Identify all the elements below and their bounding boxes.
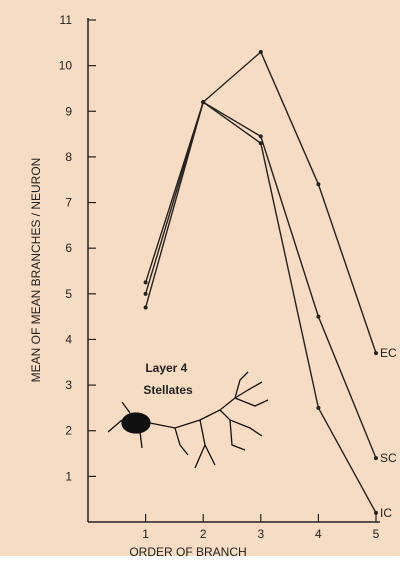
series-label: EC bbox=[380, 346, 397, 360]
data-point bbox=[316, 406, 320, 410]
y-tick-label: 10 bbox=[59, 59, 73, 73]
data-point bbox=[374, 511, 378, 515]
data-point bbox=[144, 280, 148, 284]
y-tick-label: 7 bbox=[65, 196, 72, 210]
y-tick-label: 2 bbox=[65, 424, 72, 438]
series-label: IC bbox=[380, 506, 392, 520]
y-axis-label: MEAN OF MEAN BRANCHES / NEURON bbox=[29, 158, 43, 383]
x-tick-label: 3 bbox=[257, 527, 264, 541]
annotation-line: Stellates bbox=[143, 383, 193, 397]
x-axis-label: ORDER OF BRANCH bbox=[129, 545, 246, 559]
annotation-line: Layer 4 bbox=[145, 361, 187, 375]
y-tick-label: 5 bbox=[65, 287, 72, 301]
page: {"chart_data": {"type": "line", "x_label… bbox=[0, 0, 406, 564]
data-point bbox=[259, 50, 263, 54]
x-tick-label: 5 bbox=[373, 527, 380, 541]
data-point bbox=[144, 292, 148, 296]
y-tick-label: 6 bbox=[65, 241, 72, 255]
x-tick-label: 4 bbox=[315, 527, 322, 541]
x-tick-label: 2 bbox=[200, 527, 207, 541]
data-point bbox=[144, 306, 148, 310]
background bbox=[0, 0, 400, 556]
y-tick-label: 8 bbox=[65, 150, 72, 164]
y-tick-label: 9 bbox=[65, 104, 72, 118]
data-point bbox=[201, 100, 205, 104]
chart: ORDER OF BRANCH MEAN OF MEAN BRANCHES / … bbox=[0, 0, 406, 564]
series-label: SC bbox=[380, 451, 397, 465]
y-tick-label: 1 bbox=[65, 469, 72, 483]
y-tick-label: 4 bbox=[65, 332, 72, 346]
y-tick-label: 11 bbox=[60, 13, 73, 27]
x-tick-label: 1 bbox=[142, 527, 149, 541]
data-point bbox=[259, 141, 263, 145]
data-point bbox=[259, 134, 263, 138]
data-point bbox=[316, 182, 320, 186]
data-point bbox=[374, 456, 378, 460]
data-point bbox=[316, 315, 320, 319]
data-point bbox=[374, 351, 378, 355]
y-tick-label: 3 bbox=[65, 378, 72, 392]
